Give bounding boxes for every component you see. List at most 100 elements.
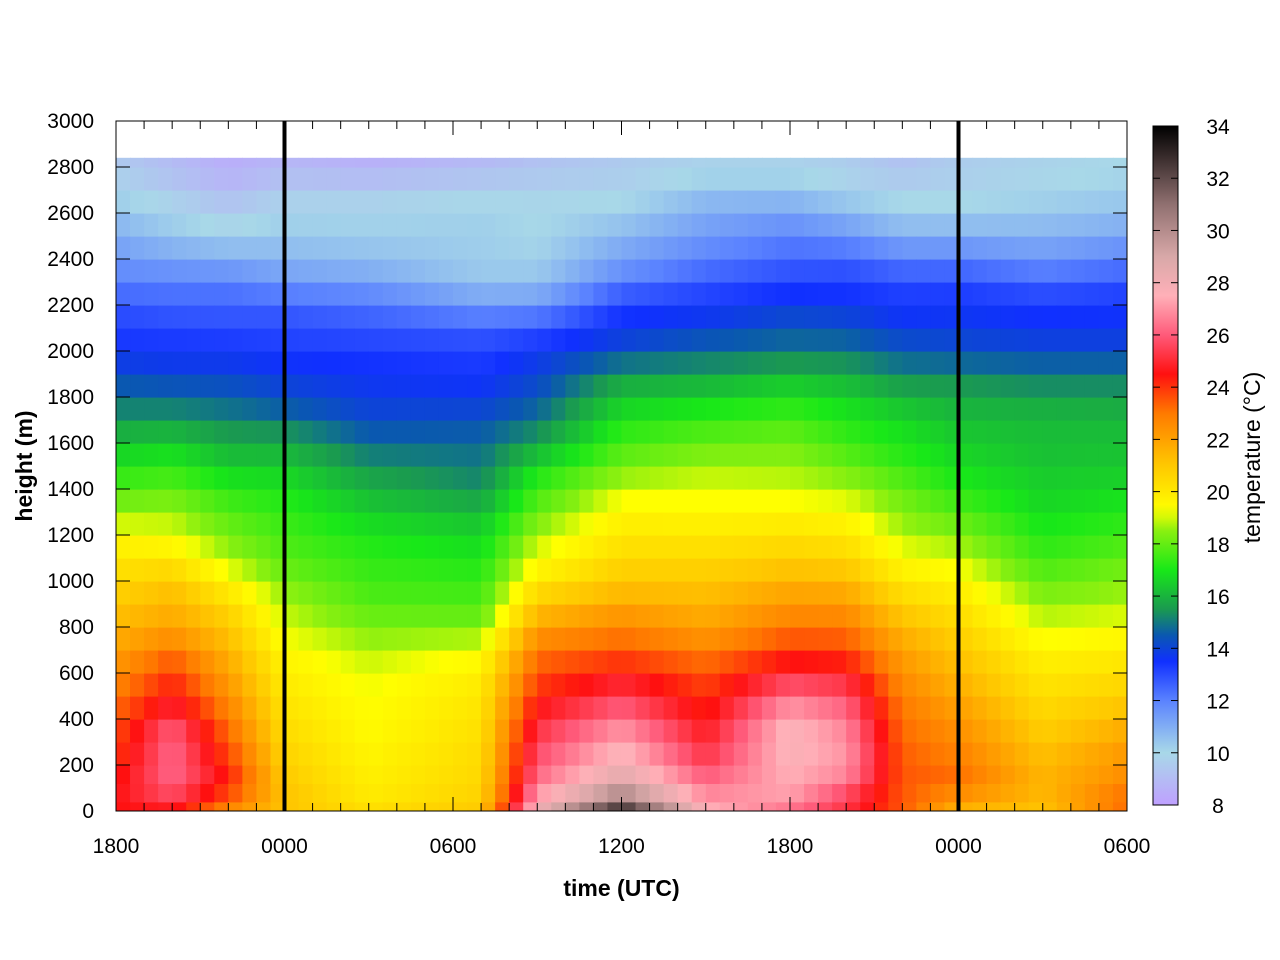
heatmap-cell — [172, 190, 187, 214]
heatmap-cell — [874, 558, 889, 582]
heatmap-cell — [761, 466, 777, 490]
heatmap-cell — [537, 673, 552, 697]
heatmap-cell — [846, 719, 861, 743]
heatmap-cell — [1112, 627, 1127, 651]
heatmap-cell — [565, 558, 580, 582]
heatmap-cell — [916, 604, 932, 628]
heatmap-cell — [144, 512, 159, 536]
heatmap-cell — [902, 650, 917, 674]
heatmap-cell — [565, 259, 580, 283]
heatmap-cell — [172, 719, 187, 743]
heatmap-cell — [986, 167, 1002, 191]
heatmap-cell — [228, 765, 243, 784]
heatmap-cells — [116, 157, 1127, 811]
heatmap-cell — [958, 581, 974, 605]
heatmap-cell — [424, 466, 440, 490]
heatmap-cell — [312, 236, 328, 260]
heatmap-cell — [200, 167, 215, 191]
heatmap-cell — [733, 801, 749, 811]
heatmap-cell — [1112, 213, 1127, 237]
heatmap-cell — [747, 765, 763, 784]
heatmap-cell — [677, 157, 693, 168]
heatmap-cell — [860, 558, 875, 582]
heatmap-cell — [761, 719, 777, 743]
heatmap-cell — [1028, 420, 1044, 444]
heatmap-cell — [579, 374, 595, 398]
heatmap-cell — [804, 719, 819, 743]
heatmap-cell — [888, 783, 903, 803]
heatmap-cell — [214, 190, 229, 214]
heatmap-cell — [635, 190, 651, 214]
heatmap-cell — [186, 374, 201, 398]
heatmap-cell — [438, 581, 454, 605]
heatmap-cell — [677, 351, 693, 375]
heatmap-cell — [635, 535, 651, 559]
heatmap-cell — [874, 157, 889, 168]
heatmap-cell — [284, 157, 300, 168]
heatmap-cell — [986, 783, 1002, 803]
heatmap-cell — [242, 627, 258, 651]
heatmap-cell — [1098, 696, 1114, 720]
heatmap-cell — [523, 328, 538, 352]
heatmap-cell — [719, 305, 735, 329]
heatmap-cell — [930, 236, 946, 260]
heatmap-cell — [326, 673, 342, 697]
heatmap-cell — [874, 328, 889, 352]
heatmap-cell — [635, 765, 651, 784]
heatmap-cell — [635, 558, 651, 582]
heatmap-cell — [1056, 604, 1072, 628]
heatmap-cell — [958, 305, 974, 329]
heatmap-cell — [256, 466, 272, 490]
heatmap-cell — [747, 282, 763, 306]
heatmap-cell — [958, 604, 974, 628]
heatmap-cell — [1056, 328, 1072, 352]
heatmap-cell — [663, 719, 679, 743]
heatmap-cell — [677, 512, 693, 536]
heatmap-cell — [733, 328, 749, 352]
heatmap-cell — [958, 351, 974, 375]
heatmap-cell — [354, 801, 370, 811]
heatmap-cell — [930, 489, 946, 513]
heatmap-cell — [354, 236, 370, 260]
heatmap-cell — [677, 259, 693, 283]
colorbar-tick-label: 16 — [1206, 586, 1229, 609]
heatmap-cell — [172, 305, 187, 329]
heatmap-cell — [649, 328, 665, 352]
heatmap-cell — [1084, 489, 1100, 513]
heatmap-cell — [663, 282, 679, 306]
heatmap-cell — [1042, 351, 1058, 375]
heatmap-cell — [972, 535, 988, 559]
heatmap-cell — [214, 673, 229, 697]
heatmap-cell — [775, 236, 791, 260]
heatmap-cell — [509, 374, 524, 398]
heatmap-cell — [888, 581, 903, 605]
heatmap-cell — [860, 801, 875, 811]
heatmap-cell — [663, 742, 679, 766]
heatmap-cell — [551, 783, 566, 803]
heatmap-cell — [677, 650, 693, 674]
x-tick-label: 0000 — [935, 835, 982, 858]
heatmap-cell — [172, 443, 187, 467]
heatmap-cell — [495, 157, 510, 168]
heatmap-cell — [958, 489, 974, 513]
heatmap-cell — [495, 719, 510, 743]
heatmap-cell — [747, 167, 763, 191]
heatmap-cell — [635, 673, 651, 697]
heatmap-cell — [551, 167, 566, 191]
heatmap-cell — [846, 535, 861, 559]
heatmap-cell — [579, 236, 595, 260]
heatmap-cell — [1070, 259, 1086, 283]
heatmap-cell — [874, 719, 889, 743]
heatmap-cell — [719, 673, 735, 697]
heatmap-cell — [467, 213, 482, 237]
heatmap-cell — [453, 259, 468, 283]
heatmap-cell — [1042, 765, 1058, 784]
heatmap-cell — [1014, 765, 1030, 784]
heatmap-cell — [1028, 374, 1044, 398]
heatmap-cell — [874, 696, 889, 720]
heatmap-cell — [818, 213, 833, 237]
heatmap-cell — [495, 489, 510, 513]
heatmap-cell — [1028, 351, 1044, 375]
heatmap-cell — [453, 236, 468, 260]
heatmap-cell — [916, 374, 932, 398]
